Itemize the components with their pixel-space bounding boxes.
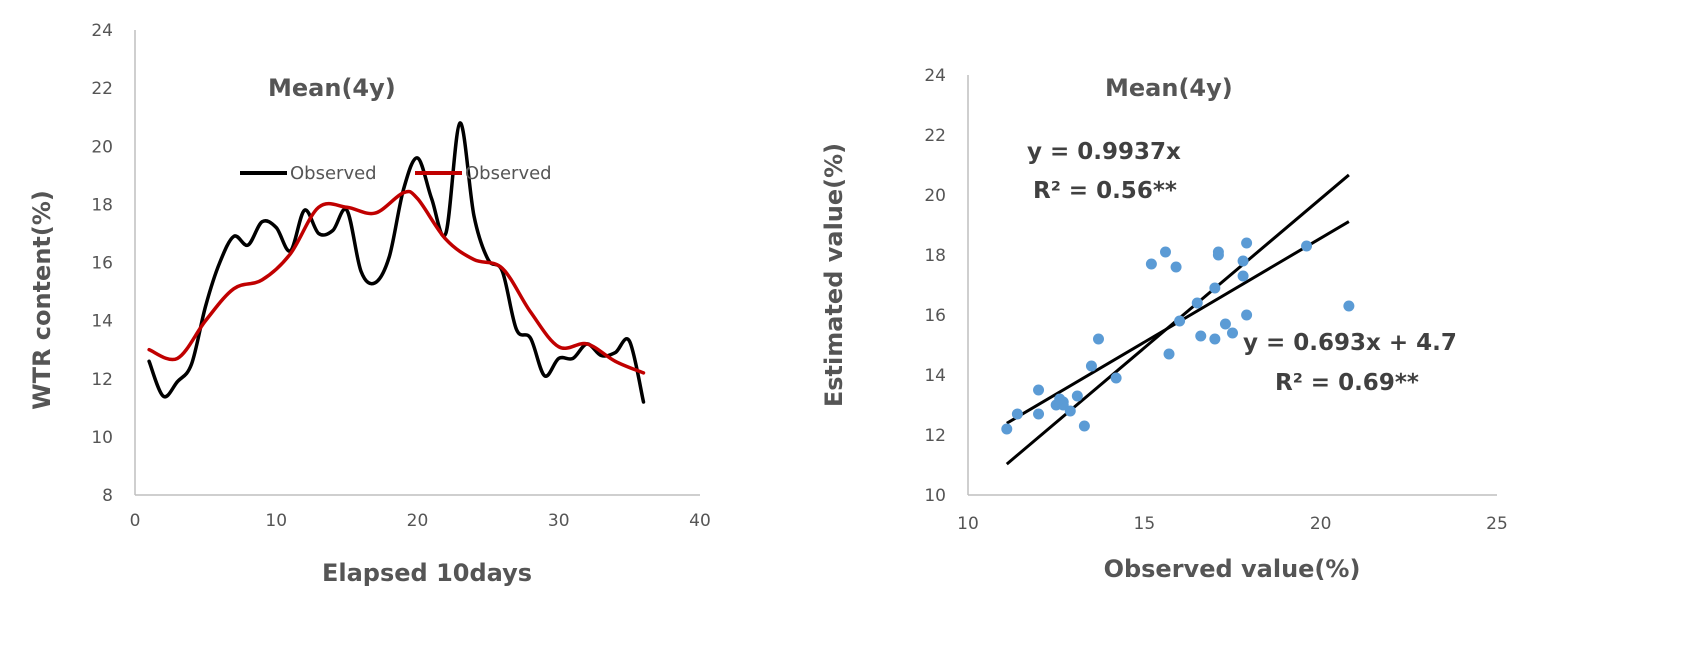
y-tick-label: 14: [924, 366, 946, 386]
y-tick-label: 12: [924, 426, 946, 446]
scatter-point: [1209, 333, 1221, 345]
legend-label-observed-black: Observed: [290, 163, 377, 184]
scatter-point: [1145, 258, 1157, 270]
x-tick-label: 40: [689, 511, 711, 531]
y-tick-label: 22: [924, 126, 946, 146]
scatter-point: [1159, 246, 1171, 258]
trendline-1-equation: y = 0.9937x: [1027, 139, 1181, 165]
x-tick-label: 20: [1310, 514, 1332, 534]
y-tick-label: 24: [924, 66, 946, 86]
scatter-point: [1011, 408, 1023, 420]
scatter-point: [1170, 261, 1182, 273]
scatter-point: [1001, 423, 1013, 435]
y-tick-label: 16: [91, 254, 113, 274]
scatter-point: [1237, 270, 1249, 282]
x-tick-label: 0: [130, 511, 141, 531]
y-tick-label: 22: [91, 79, 113, 99]
y-tick-label: 20: [91, 137, 113, 157]
scatter-point: [1237, 255, 1249, 267]
y-tick-label: 18: [924, 246, 946, 266]
y-tick-label: 10: [91, 428, 113, 448]
y-tick-label: 10: [924, 486, 946, 506]
y-tick-label: 16: [924, 306, 946, 326]
scatter-point: [1191, 297, 1203, 309]
chart-title: Mean(4y): [1105, 74, 1233, 102]
scatter-point: [1174, 315, 1186, 327]
scatter-point: [1212, 246, 1224, 258]
series-line-observed-red: [147, 189, 646, 375]
x-axis-title: Observed value(%): [1104, 555, 1361, 583]
y-tick-label: 20: [924, 186, 946, 206]
y-tick-labels: 10 12 14 16 18 20 22 24: [924, 66, 946, 506]
scatter-points: [1001, 237, 1355, 435]
x-axis-title: Elapsed 10days: [322, 559, 532, 587]
scatter-point: [1241, 309, 1253, 321]
scatter-point: [1085, 360, 1097, 372]
scatter-point: [1241, 237, 1253, 249]
x-tick-labels: 0 10 20 30 40: [130, 511, 711, 531]
y-axis-title: Estimated value(%): [820, 143, 848, 407]
scatter-point: [1033, 384, 1045, 396]
x-tick-label: 25: [1486, 514, 1508, 534]
scatter-point: [1078, 420, 1090, 432]
scatter-point: [1301, 240, 1313, 252]
y-tick-label: 14: [91, 312, 113, 332]
y-axis-title: WTR content(%): [28, 190, 56, 410]
scatter-chart: 10 12 14 16 18 20 22 24 10 15 20 25 Mean(4y) y = 0…: [820, 66, 1508, 583]
scatter-point: [1343, 300, 1355, 312]
scatter-point: [1209, 282, 1221, 294]
x-tick-label: 10: [265, 511, 287, 531]
scatter-point: [1071, 390, 1083, 402]
x-tick-labels: 10 15 20 25: [957, 514, 1508, 534]
scatter-point: [1195, 330, 1207, 342]
x-tick-label: 30: [548, 511, 570, 531]
x-tick-label: 10: [957, 514, 979, 534]
scatter-point: [1227, 327, 1238, 339]
x-tick-label: 20: [407, 511, 429, 531]
y-tick-label: 8: [102, 486, 113, 506]
trendline-1-r2: R² = 0.56**: [1033, 178, 1177, 204]
x-tick-label: 15: [1134, 514, 1156, 534]
scatter-point: [1054, 393, 1066, 405]
series-lines: [147, 121, 646, 404]
y-tick-label: 24: [91, 21, 113, 41]
trendline-2-r2: R² = 0.69**: [1275, 370, 1419, 396]
trendline-2-equation: y = 0.693x + 4.7: [1243, 330, 1457, 356]
line-chart: 8 10 12 14 16 18 20 22 24 0 10 20 30 40 Mean(4y) Obs…: [28, 21, 711, 587]
scatter-point: [1064, 405, 1076, 417]
series-line-observed-black: [147, 121, 646, 404]
y-tick-label: 18: [91, 195, 113, 215]
legend: Observed Observed: [240, 163, 552, 184]
scatter-point: [1092, 333, 1104, 345]
chart-title: Mean(4y): [268, 74, 396, 102]
scatter-point: [1033, 408, 1045, 420]
scatter-point: [1163, 348, 1175, 360]
y-tick-label: 12: [91, 370, 113, 390]
scatter-point: [1110, 372, 1122, 384]
scatter-point: [1219, 318, 1231, 330]
y-tick-labels: 8 10 12 14 16 18 20 22 24: [91, 21, 113, 506]
legend-label-observed-red: Observed: [465, 163, 552, 184]
